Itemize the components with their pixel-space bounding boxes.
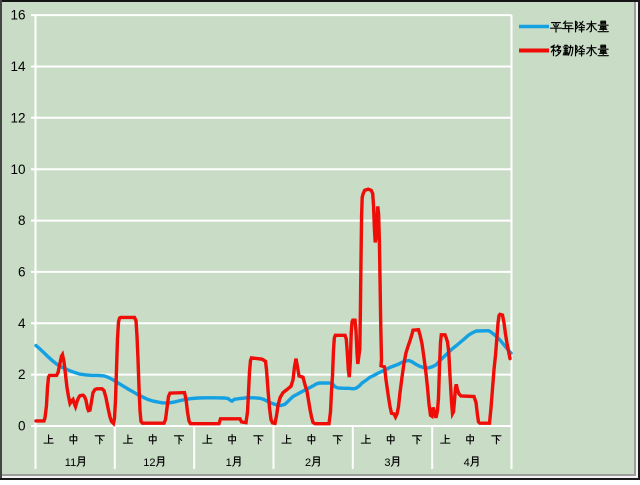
svg-text:12: 12 bbox=[143, 457, 155, 469]
svg-text:16: 16 bbox=[10, 8, 25, 23]
svg-text:11: 11 bbox=[65, 457, 76, 469]
svg-text:2: 2 bbox=[18, 367, 26, 382]
svg-text:1: 1 bbox=[226, 457, 232, 469]
svg-text:3: 3 bbox=[384, 457, 390, 469]
svg-text:4: 4 bbox=[18, 316, 26, 331]
svg-text:12: 12 bbox=[10, 110, 25, 125]
svg-text:4: 4 bbox=[464, 457, 470, 469]
svg-text:6: 6 bbox=[18, 265, 26, 280]
svg-text:10: 10 bbox=[10, 162, 25, 177]
svg-text:2: 2 bbox=[305, 457, 311, 469]
svg-text:14: 14 bbox=[10, 59, 26, 74]
svg-text:8: 8 bbox=[18, 213, 26, 228]
svg-text:0: 0 bbox=[18, 419, 26, 434]
